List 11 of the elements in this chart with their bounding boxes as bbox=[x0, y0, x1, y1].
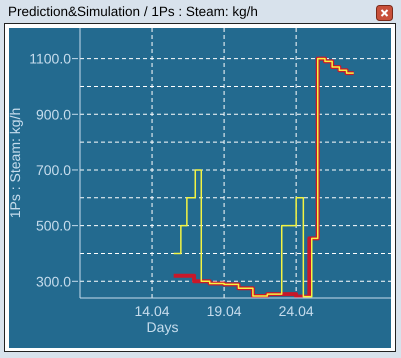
x-axis-title: Days bbox=[146, 318, 178, 335]
y-axis-title: 1Ps : Steam: kg/h bbox=[6, 108, 23, 218]
y-tick-label: 500.0 bbox=[36, 218, 72, 234]
x-tick-label: 19.04 bbox=[206, 302, 242, 319]
y-tick-label: 300.0 bbox=[36, 273, 72, 290]
x-tick-label: 14.04 bbox=[134, 302, 170, 319]
y-tick-label: 1100.0 bbox=[29, 50, 72, 67]
y-tick-label: 700.0 bbox=[36, 162, 72, 178]
chart-title: Prediction&Simulation / 1Ps : Steam: kg/h bbox=[8, 4, 258, 19]
y-tick-label: 900.0 bbox=[36, 106, 72, 122]
x-tick-label: 24.04 bbox=[278, 302, 314, 319]
